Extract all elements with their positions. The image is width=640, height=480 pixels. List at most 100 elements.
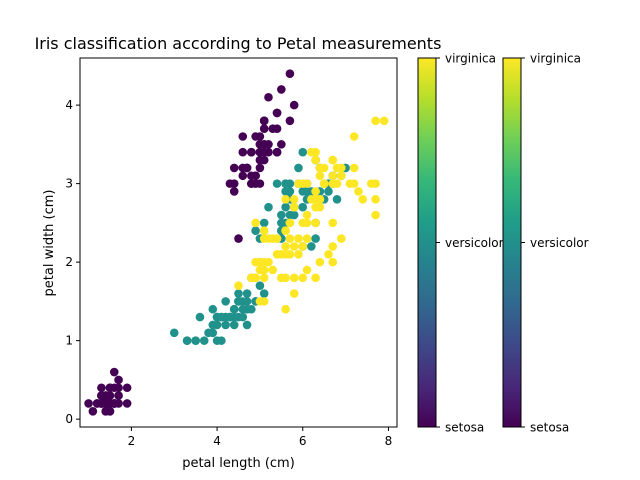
point-virginica <box>281 195 290 204</box>
point-versicolor <box>238 304 248 314</box>
y-tick-label: 4 <box>65 98 73 112</box>
point-versicolor <box>298 202 308 212</box>
point-setosa <box>84 399 93 408</box>
colorbar-2: setosa versicolor virginica <box>502 52 589 435</box>
point-setosa <box>251 171 260 181</box>
point-virginica <box>349 163 359 173</box>
point-virginica <box>298 242 308 251</box>
point-virginica <box>289 195 299 204</box>
point-setosa <box>264 140 273 149</box>
point-virginica <box>311 187 320 196</box>
point-versicolor <box>221 320 230 330</box>
point-setosa <box>97 383 106 393</box>
point-virginica <box>371 210 380 220</box>
point-versicolor <box>229 304 239 314</box>
point-virginica <box>315 257 325 267</box>
point-setosa <box>272 108 282 118</box>
point-versicolor <box>234 289 243 298</box>
point-virginica <box>354 187 363 196</box>
point-versicolor <box>225 312 235 322</box>
point-versicolor <box>242 320 252 330</box>
point-virginica <box>251 218 260 228</box>
point-setosa <box>255 179 265 188</box>
point-virginica <box>298 273 308 283</box>
point-versicolor <box>212 320 222 330</box>
point-virginica <box>302 218 312 228</box>
x-axis-label: petal length (cm) <box>182 456 295 471</box>
point-virginica <box>302 265 312 275</box>
point-versicolor <box>259 289 269 298</box>
point-versicolor <box>199 336 209 345</box>
point-virginica <box>255 265 265 275</box>
point-virginica <box>315 171 325 181</box>
point-versicolor <box>311 234 320 243</box>
point-setosa <box>259 124 269 133</box>
point-setosa <box>122 399 132 408</box>
point-virginica <box>294 249 303 259</box>
point-virginica <box>294 234 303 243</box>
plot-frame <box>79 57 398 428</box>
colorbar-label-versicolor: versicolor <box>445 236 504 250</box>
point-virginica <box>328 179 338 188</box>
point-virginica <box>289 202 299 212</box>
point-setosa <box>247 179 256 188</box>
point-setosa <box>101 406 111 416</box>
point-setosa <box>251 132 260 141</box>
point-setosa <box>259 147 269 157</box>
point-virginica <box>268 265 278 275</box>
point-setosa <box>264 92 273 102</box>
point-versicolor <box>289 210 299 220</box>
point-setosa <box>229 179 239 188</box>
point-setosa <box>234 234 243 243</box>
point-virginica <box>337 234 346 243</box>
point-virginica <box>311 202 320 212</box>
point-virginica <box>259 226 269 236</box>
point-versicolor <box>285 187 295 196</box>
point-virginica <box>294 179 303 188</box>
point-versicolor <box>298 187 308 196</box>
point-virginica <box>289 289 299 298</box>
point-versicolor <box>281 202 290 212</box>
point-virginica <box>247 273 256 283</box>
point-setosa <box>285 69 295 79</box>
point-versicolor <box>217 336 226 345</box>
colorbar-label-setosa: setosa <box>530 421 569 435</box>
point-virginica <box>328 257 338 267</box>
point-versicolor <box>294 163 303 173</box>
point-setosa <box>229 163 239 173</box>
point-virginica <box>328 242 338 251</box>
point-setosa <box>88 406 98 416</box>
point-virginica <box>311 195 320 204</box>
point-setosa <box>101 391 111 400</box>
point-virginica <box>311 218 320 228</box>
point-virginica <box>264 257 273 267</box>
point-setosa <box>272 147 282 157</box>
point-setosa <box>238 132 248 141</box>
point-setosa <box>277 140 286 149</box>
point-setosa <box>229 187 239 196</box>
point-versicolor <box>204 328 213 338</box>
point-setosa <box>238 163 248 173</box>
point-setosa <box>105 383 115 393</box>
point-versicolor <box>229 320 239 330</box>
colorbar-label-virginica: virginica <box>530 52 581 66</box>
point-virginica <box>319 179 329 188</box>
point-virginica <box>272 234 282 243</box>
point-versicolor <box>182 336 192 345</box>
point-virginica <box>285 218 295 228</box>
point-setosa <box>277 85 286 94</box>
point-virginica <box>337 171 346 181</box>
point-virginica <box>289 242 299 251</box>
x-axis-ticks: 2 4 6 8 <box>128 427 393 448</box>
point-versicolor <box>242 289 252 298</box>
point-versicolor <box>208 304 218 314</box>
point-virginica <box>371 195 380 204</box>
x-tick-label: 8 <box>385 434 393 448</box>
point-versicolor <box>277 218 286 228</box>
point-versicolor <box>307 242 316 251</box>
point-virginica <box>371 179 380 188</box>
colorbar-1: setosa versicolor virginica <box>417 52 504 435</box>
point-versicolor <box>277 210 286 220</box>
point-setosa <box>114 375 123 385</box>
point-virginica <box>349 179 359 188</box>
